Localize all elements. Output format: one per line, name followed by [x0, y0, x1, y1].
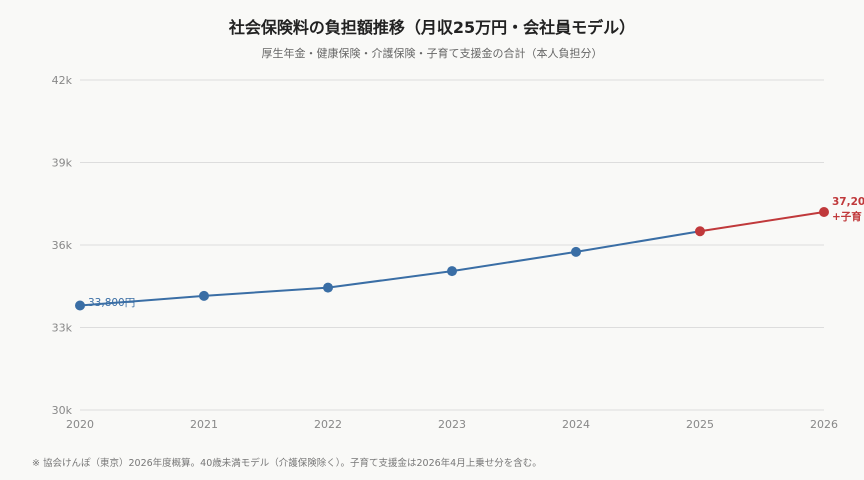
series-lines: [79, 211, 825, 307]
y-axis-ticks: 30k 33k 36k 39k 42k: [52, 74, 73, 417]
y-tick-label: 30k: [52, 404, 73, 417]
end-note-label: +子育: [832, 210, 862, 223]
x-tick-label: 2022: [314, 418, 342, 431]
start-value-label: 33,800円: [88, 297, 135, 309]
data-point: [199, 290, 209, 301]
end-value-label: 37,20: [832, 196, 864, 208]
x-tick-label: 2020: [66, 418, 94, 431]
data-point: [695, 226, 705, 237]
x-tick-label: 2021: [190, 418, 218, 431]
data-point: [571, 246, 581, 257]
x-axis-ticks: 2020 2021 2022 2023 2024 2025 2026: [66, 418, 838, 431]
x-tick-label: 2024: [562, 418, 590, 431]
data-point: [75, 300, 85, 311]
annotations: 33,800円 37,20 +子育: [88, 196, 864, 309]
data-point: [819, 207, 829, 217]
data-point: [447, 266, 457, 277]
y-tick-label: 39k: [52, 157, 73, 170]
x-tick-label: 2023: [438, 418, 466, 431]
y-tick-label: 33k: [52, 322, 73, 335]
y-tick-label: 36k: [52, 239, 73, 252]
series-line-actual: [79, 230, 701, 307]
data-point: [323, 282, 333, 293]
chart-subtitle: 厚生年金・健康保険・介護保険・子育て支援金の合計（本人負担分）: [261, 47, 603, 60]
data-points: [75, 207, 829, 311]
x-tick-label: 2025: [686, 418, 714, 431]
gridlines: [80, 79, 824, 411]
series-line-projected: [699, 211, 825, 233]
chart-title: 社会保険料の負担額推移（月収25万円・会社員モデル）: [228, 18, 636, 37]
x-tick-label: 2026: [810, 418, 838, 431]
footnote: ※ 協会けんぽ（東京）2026年度概算。40歳未満モデル（介護保険除く）。子育て…: [32, 458, 542, 469]
y-tick-label: 42k: [52, 74, 73, 87]
